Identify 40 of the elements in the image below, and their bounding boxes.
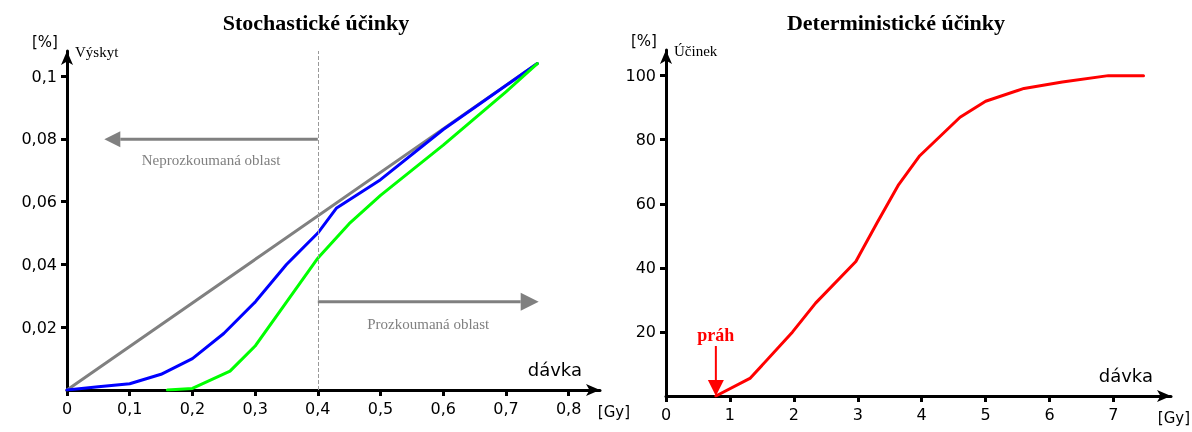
annotation: práh [697,325,735,345]
x-tick-label: 0,1 [116,398,143,418]
text: [Gy] [1157,409,1190,427]
y-tick-label: 0,04 [21,254,57,274]
y-tick-label: 20 [635,322,656,342]
x-tick-label: 0 [61,398,73,418]
y-tick-label: 40 [635,258,656,278]
x-tick-label: 4 [916,404,927,424]
y-tick-label: 0,08 [21,129,57,149]
x-tick-label: 1 [724,404,736,424]
annotation: Neprozkoumaná oblast [141,152,282,169]
y-tick-label: 60 [635,194,656,214]
y-axis-title: Účinek [674,43,718,59]
annotation: Prozkoumaná oblast [367,315,491,332]
x-tick-label: 3 [852,404,863,424]
text: [%] [32,33,58,51]
y-tick-label: 0,06 [21,192,57,212]
x-tick-label: 2 [788,404,799,424]
y-tick-label: 0,02 [21,317,57,337]
x-tick-label: 6 [1044,404,1055,424]
x-tick-label: 0,4 [305,398,331,418]
chart-title: Deterministické účinky [786,9,1006,35]
x-tick-label: 0,2 [179,398,206,418]
text: [Gy] [597,403,630,421]
x-tick-label: 0,7 [493,398,519,418]
text: [%] [631,32,657,50]
x-tick-label: 0,6 [430,398,456,418]
x-tick-label: 5 [980,404,991,424]
y-tick-label: 100 [625,66,656,86]
x-tick-label: 7 [1108,404,1119,424]
y-tick-label: 0,1 [31,66,57,86]
x-tick-label: 0,8 [555,398,582,418]
x-axis-title: dávka [1098,365,1153,386]
x-tick-label: 0,5 [367,398,394,418]
x-tick-label: 0,3 [242,398,268,418]
x-axis-title: dávka [527,359,582,380]
y-tick-label: 80 [635,130,656,150]
y-axis-title: Výskyt [75,44,120,60]
x-tick-label: 0 [660,404,672,424]
chart-title: Stochastické účinky [222,9,410,35]
